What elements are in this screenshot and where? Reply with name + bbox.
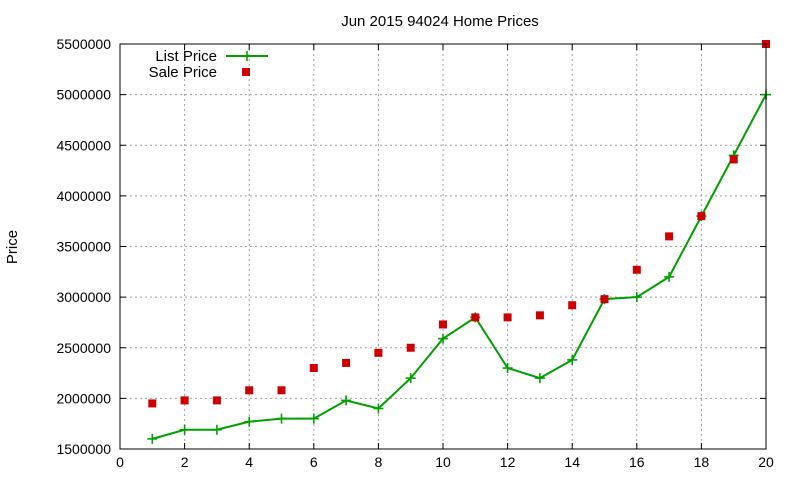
x-tick-label: 8 <box>375 454 383 470</box>
sale-price-point <box>374 348 383 357</box>
legend-marker <box>242 51 252 61</box>
y-axis-label: Price <box>4 230 21 264</box>
x-tick-label: 12 <box>500 454 516 470</box>
sale-price-point <box>342 358 351 367</box>
sale-price-point <box>697 212 706 221</box>
list-price-point <box>244 416 255 427</box>
list-price-point <box>664 271 675 282</box>
legend: List Price Sale Price <box>149 48 268 81</box>
x-tick-label: 14 <box>564 454 580 470</box>
legend-marker <box>242 68 250 76</box>
list-price-point <box>502 363 513 373</box>
list-price-point <box>631 292 642 303</box>
list-price-point <box>405 373 416 384</box>
x-tick-label: 18 <box>694 454 710 470</box>
chart-title: Jun 2015 94024 Home Prices <box>341 13 539 30</box>
sale-price-point <box>729 155 738 164</box>
legend-label-sale-price: Sale Price <box>149 64 217 81</box>
list-price-point <box>373 403 384 414</box>
sale-price-point <box>212 396 221 405</box>
list-price-point <box>147 433 158 444</box>
sale-price-point <box>277 386 286 395</box>
list-price-point <box>179 424 190 435</box>
sale-price-point <box>245 386 254 395</box>
grid <box>120 44 766 449</box>
sale-price-point <box>503 313 512 322</box>
y-tick-label: 5000000 <box>56 87 111 103</box>
x-axis-ticks: 0 2 4 6 8 10 12 14 16 18 20 <box>116 44 774 470</box>
y-tick-label: 4000000 <box>56 188 111 204</box>
sale-price-point <box>665 232 674 241</box>
series-layer <box>147 40 771 444</box>
y-tick-label: 3000000 <box>56 289 111 305</box>
x-tick-label: 0 <box>116 454 124 470</box>
sale-price-point <box>632 265 641 274</box>
y-tick-label: 3500000 <box>56 239 111 255</box>
list-price-point <box>308 413 319 424</box>
y-tick-label: 1500000 <box>56 441 111 457</box>
legend-label-list-price: List Price <box>155 48 217 65</box>
list-price-point <box>534 373 545 384</box>
sale-price-point <box>309 364 318 372</box>
x-tick-label: 4 <box>245 454 253 470</box>
sale-price-point <box>568 301 577 310</box>
list-price-point <box>438 333 448 344</box>
list-price-point <box>276 413 287 424</box>
list-price-point <box>567 354 578 365</box>
sale-price-point <box>180 396 189 405</box>
y-tick-label: 2500000 <box>56 340 111 356</box>
x-tick-label: 16 <box>629 454 645 470</box>
list-price-line <box>152 94 767 440</box>
sale-price-point <box>600 295 609 304</box>
legend-sample-sale-price <box>242 68 250 76</box>
sale-price-point <box>471 313 480 322</box>
x-tick-label: 10 <box>435 454 451 470</box>
legend-sample-list-price <box>226 51 268 61</box>
x-tick-label: 6 <box>310 454 318 470</box>
sale-price-point <box>148 399 157 408</box>
y-tick-label: 2000000 <box>56 390 111 406</box>
y-tick-label: 4500000 <box>56 137 111 153</box>
sale-price-point <box>406 343 415 352</box>
sale-price-point <box>535 311 544 320</box>
x-tick-label: 20 <box>758 454 774 470</box>
plot-frame <box>119 43 767 450</box>
y-tick-label: 5500000 <box>56 36 111 52</box>
x-tick-label: 2 <box>181 454 189 470</box>
list-price-point <box>341 395 352 406</box>
list-price-point <box>211 424 222 435</box>
sale-price-point <box>439 320 447 329</box>
